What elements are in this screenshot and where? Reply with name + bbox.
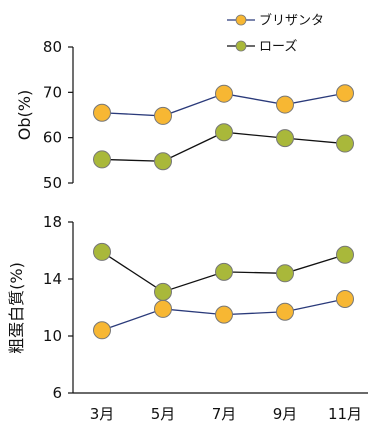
- ob-data-point: [336, 134, 354, 153]
- ob-y-axis-title: Ob(%): [15, 90, 34, 140]
- x-tick-label: 7月: [212, 405, 237, 423]
- ob-data-point: [215, 84, 233, 103]
- ob-data-point: [93, 150, 111, 169]
- cp-y-axis-title: 粗蛋白質(%): [7, 262, 26, 354]
- x-axis-tick-labels: 3月 5月 7月 9月 11月: [90, 405, 362, 423]
- cp-data-point: [336, 245, 354, 264]
- ob-y-tick-label: 60: [43, 129, 62, 147]
- cp-y-tick-label: 14: [43, 270, 62, 288]
- cp-data-point: [93, 242, 111, 261]
- x-tick-label: 3月: [90, 405, 115, 423]
- legend-entry-1: ブリザンタ: [227, 13, 324, 29]
- ob-data-point: [276, 129, 294, 148]
- cp-data-point: [154, 282, 172, 301]
- x-tick-label: 11月: [328, 405, 362, 423]
- legend-label-2: ローズ: [259, 39, 297, 55]
- cp-y-tick-label: 18: [43, 213, 62, 231]
- ob-y-tick-label: 70: [43, 83, 62, 101]
- cp-y-tick-label: 10: [43, 327, 62, 345]
- cp-y-ticks: 6 10 14 18: [43, 213, 73, 402]
- ob-series-group: [93, 84, 354, 171]
- ob-chart-panel: Ob(%) 50 60 70 80: [15, 38, 354, 192]
- cp-y-tick-label: 6: [52, 384, 62, 402]
- cp-chart-panel: 粗蛋白質(%) 6 10 14 18: [7, 213, 368, 402]
- ob-data-point: [276, 95, 294, 114]
- legend-label-1: ブリザンタ: [259, 13, 324, 29]
- ob-data-point: [93, 103, 111, 122]
- legend-marker-2: [235, 40, 247, 52]
- x-tick-label: 9月: [273, 405, 298, 423]
- ob-data-point: [336, 84, 354, 103]
- cp-data-point: [276, 264, 294, 283]
- ob-data-point: [154, 106, 172, 125]
- ob-data-point: [215, 123, 233, 142]
- cp-data-point: [276, 302, 294, 321]
- ob-data-point: [154, 152, 172, 171]
- ob-y-tick-label: 50: [43, 174, 62, 192]
- cp-data-point: [215, 262, 233, 281]
- legend-entry-2: ローズ: [227, 39, 297, 55]
- legend-marker-1: [235, 14, 247, 26]
- ob-y-tick-label: 80: [43, 38, 62, 56]
- legend: ブリザンタ ローズ: [227, 13, 324, 55]
- cp-series-group: [93, 242, 354, 340]
- x-tick-label: 5月: [151, 405, 176, 423]
- cp-data-point: [215, 305, 233, 324]
- ob-y-ticks: 50 60 70 80: [43, 38, 73, 192]
- cp-data-point: [154, 299, 172, 318]
- cp-data-point: [93, 321, 111, 340]
- cp-data-point: [336, 289, 354, 308]
